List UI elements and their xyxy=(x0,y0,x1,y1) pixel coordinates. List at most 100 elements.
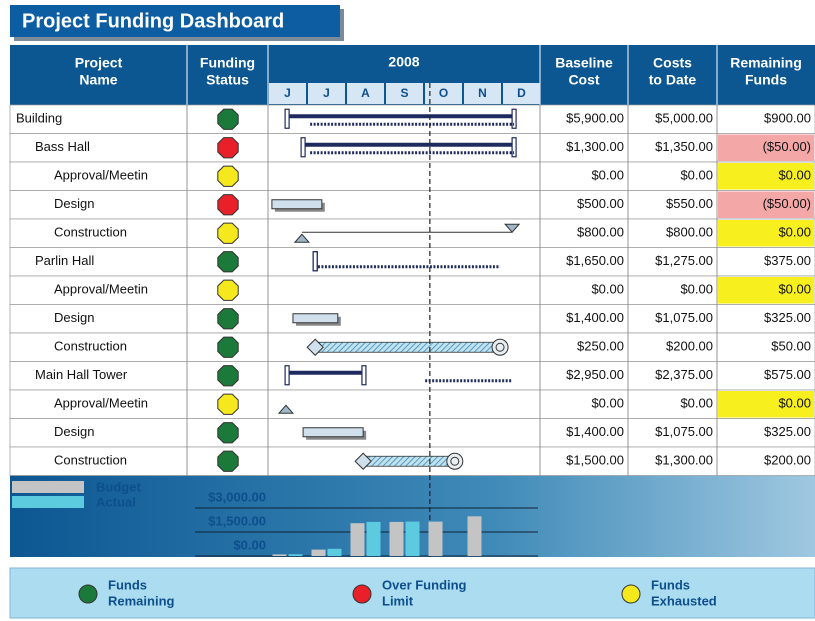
status-indicator xyxy=(217,222,239,244)
bar xyxy=(288,554,303,556)
milestone xyxy=(277,404,295,414)
column-header: to Date xyxy=(649,72,697,88)
remaining-highlight xyxy=(718,277,814,304)
row-bg xyxy=(9,418,815,448)
amount: $200.00 xyxy=(764,453,811,468)
legend-dot xyxy=(621,584,641,604)
baseline-cap xyxy=(284,108,290,129)
row-bg xyxy=(9,190,815,220)
legend-label: Limit xyxy=(382,593,414,608)
remaining-highlight xyxy=(718,134,814,161)
remaining-highlight xyxy=(718,163,814,190)
amount: $900.00 xyxy=(764,111,811,126)
amount: $325.00 xyxy=(764,310,811,325)
title: Project Funding Dashboard xyxy=(22,10,284,32)
y-tick-label: $1,500.00 xyxy=(208,513,266,528)
amount: $1,500.00 xyxy=(566,453,624,468)
status-indicator xyxy=(217,336,239,358)
month-label: J xyxy=(284,86,291,100)
status-indicator xyxy=(217,365,239,387)
baseline-cap xyxy=(300,137,306,158)
status-indicator xyxy=(217,308,239,330)
column-header: Cost xyxy=(568,72,599,88)
legend-label: Funds xyxy=(651,577,690,592)
status-indicator xyxy=(217,450,239,472)
amount: $0.00 xyxy=(591,282,624,297)
month-cell xyxy=(308,83,345,104)
amount: $0.00 xyxy=(591,396,624,411)
amount: $575.00 xyxy=(764,367,811,382)
amount: $5,000.00 xyxy=(655,111,713,126)
amount: $200.00 xyxy=(666,339,713,354)
amount: $0.00 xyxy=(680,282,713,297)
column-header: Costs xyxy=(653,55,692,71)
end-circle-inner xyxy=(450,456,460,466)
month-cell xyxy=(503,83,540,104)
month-label: D xyxy=(517,86,526,100)
legend-label: Budget xyxy=(96,479,141,494)
remaining-highlight xyxy=(718,391,814,418)
month-cell xyxy=(425,83,462,104)
baseline-cap xyxy=(511,108,517,129)
month-cell xyxy=(386,83,423,104)
baseline-cap xyxy=(312,251,318,272)
baseline-cap xyxy=(284,365,290,386)
column-header: 2008 xyxy=(388,54,419,70)
status-indicator xyxy=(217,194,239,216)
amount: $1,275.00 xyxy=(655,253,713,268)
bar xyxy=(467,516,482,556)
status-indicator xyxy=(217,251,239,273)
column-header: Funding xyxy=(200,55,255,71)
task-bar xyxy=(271,199,323,210)
bar xyxy=(366,521,381,556)
amount: $1,300.00 xyxy=(655,453,713,468)
row-bg xyxy=(9,389,815,419)
amount: $250.00 xyxy=(577,339,624,354)
bar xyxy=(350,523,365,556)
row-bg xyxy=(9,247,815,277)
amount: ($50.00) xyxy=(763,139,811,154)
project-name: Building xyxy=(16,111,62,126)
amount: $1,650.00 xyxy=(566,253,624,268)
project-name: Construction xyxy=(54,339,127,354)
column-header: Remaining xyxy=(730,55,802,71)
column-header: Baseline xyxy=(555,55,613,71)
milestone xyxy=(293,233,311,243)
milestone xyxy=(504,223,521,234)
row-bg xyxy=(9,161,815,191)
amount: $0.00 xyxy=(778,282,811,297)
row-bg xyxy=(9,218,815,248)
month-label: O xyxy=(439,86,448,100)
bar xyxy=(428,521,443,556)
column-header: Name xyxy=(79,72,117,88)
baseline-bar xyxy=(287,114,515,119)
month-cell xyxy=(269,83,306,104)
amount: $0.00 xyxy=(680,396,713,411)
amount: $1,350.00 xyxy=(655,139,713,154)
end-circle xyxy=(446,452,464,470)
status-indicator xyxy=(217,108,239,130)
row-bg xyxy=(9,361,815,391)
amount: $0.00 xyxy=(680,168,713,183)
status-indicator xyxy=(217,137,239,159)
bar xyxy=(311,549,326,556)
task-bar xyxy=(302,427,364,438)
project-name: Parlin Hall xyxy=(35,253,94,268)
project-name: Design xyxy=(54,310,94,325)
amount: $0.00 xyxy=(591,168,624,183)
status-indicator xyxy=(217,422,239,444)
amount: $50.00 xyxy=(771,339,811,354)
y-tick-label: $0.00 xyxy=(233,537,266,552)
start-diamond xyxy=(354,452,372,470)
month-label: J xyxy=(323,86,330,100)
amount: $5,900.00 xyxy=(566,111,624,126)
legend-label: Over Funding xyxy=(382,577,467,592)
start-diamond xyxy=(306,338,324,356)
title-box xyxy=(10,5,340,37)
bar xyxy=(405,521,420,556)
legend-swatch xyxy=(12,496,84,508)
legend-dot xyxy=(352,584,372,604)
amount: $2,950.00 xyxy=(566,367,624,382)
legend-label: Exhausted xyxy=(651,593,717,608)
month-cell xyxy=(464,83,501,104)
